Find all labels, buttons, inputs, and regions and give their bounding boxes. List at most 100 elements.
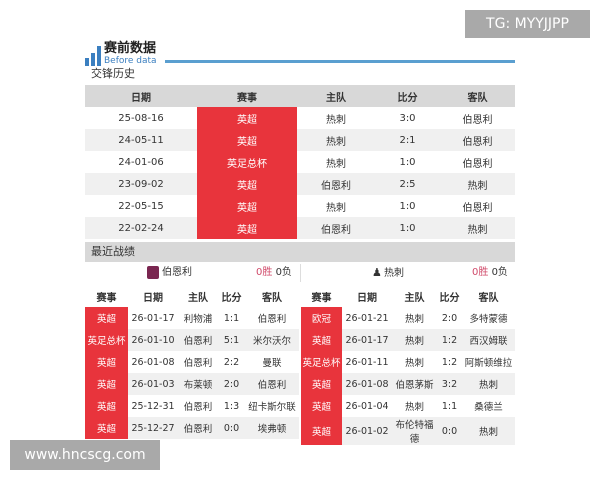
table-cell: 伯恩利 <box>462 202 493 214</box>
table-cell: 热刺 <box>440 217 515 239</box>
table-row: 22-05-15 英超 热刺 1:0 伯恩利 <box>85 195 515 217</box>
table-row: 24-05-11 英超 热刺 2:1 伯恩利 <box>85 129 515 151</box>
logo: 赛前数据 Before data <box>85 38 157 66</box>
table-row: 英超 26-01-17 热刺 1:2 西汉姆联 <box>301 329 515 351</box>
column-header: 赛事 <box>197 85 297 107</box>
table-cell: 1:0 <box>375 217 440 239</box>
table-cell: 23-09-02 <box>85 173 197 195</box>
table-cell: 热刺 <box>404 402 424 413</box>
competition-cell: 英超 <box>85 417 128 439</box>
column-header: 比分 <box>375 85 440 107</box>
table-cell: 伯恩茅斯 <box>392 373 437 395</box>
table-cell: 热刺 <box>326 158 346 170</box>
table-row: 25-08-16 英超 热刺 3:0 伯恩利 <box>85 107 515 129</box>
table-cell: 22-02-24 <box>85 217 197 239</box>
column-header: 赛事 <box>301 285 342 307</box>
column-header: 主队 <box>178 285 218 307</box>
table-cell: 米尔沃尔 <box>245 329 299 351</box>
table-cell: 26-01-17 <box>131 312 175 324</box>
table-row: 英足总杯 26-01-11 热刺 1:2 阿斯顿维拉 <box>301 351 515 373</box>
column-header: 日期 <box>85 85 197 107</box>
table-cell: 热刺 <box>440 173 515 195</box>
h2h-title: 交锋历史 <box>91 67 135 80</box>
table-row: 英超 26-01-02 布伦特福德 0:0 热刺 <box>301 417 515 445</box>
table-cell: 0:0 <box>437 417 462 445</box>
table-cell: 22-05-15 <box>118 200 164 212</box>
column-header: 赛事 <box>85 285 128 307</box>
table-cell: 纽卡斯尔联 <box>248 402 296 413</box>
table-cell: 25-08-16 <box>118 112 164 124</box>
column-header: 比分 <box>218 285 245 307</box>
table-cell: 26-01-11 <box>345 356 389 368</box>
left-team: 伯恩利 <box>147 262 192 284</box>
left-team-name: 伯恩利 <box>162 267 192 278</box>
competition-cell: 英超 <box>197 173 297 195</box>
competition-cell: 英超 <box>197 217 297 239</box>
table-cell: 伯恩利 <box>183 358 213 369</box>
table-cell: 2:2 <box>223 356 240 368</box>
table-cell: 1:0 <box>399 156 416 168</box>
table-cell: 1:0 <box>399 200 416 212</box>
table-cell: 伯恩利 <box>178 417 218 439</box>
table-cell: 曼联 <box>262 358 282 369</box>
pre-match-card: 赛前数据 Before data 交锋历史 日期 赛事 主队 比分 客队 25-08-16 英… <box>85 38 515 445</box>
table-row: 英超 26-01-08 伯恩利 2:2 曼联 <box>85 351 299 373</box>
table-cell: 阿斯顿维拉 <box>464 358 513 369</box>
competition-cell: 英足总杯 <box>85 329 128 351</box>
competition-cell: 英超 <box>301 329 342 351</box>
table-cell: 26-01-21 <box>345 312 389 324</box>
competition-cell: 英足总杯 <box>301 351 342 373</box>
table-row: 24-01-06 英足总杯 热刺 1:0 伯恩利 <box>85 151 515 173</box>
table-cell: 伯恩利 <box>297 217 375 239</box>
table-row: 23-09-02 英超 伯恩利 2:5 热刺 <box>85 173 515 195</box>
table-cell: 24-01-06 <box>118 156 164 168</box>
competition-cell: 英超 <box>197 107 297 129</box>
table-cell: 1:2 <box>441 356 458 368</box>
table-cell: 埃弗顿 <box>245 417 299 439</box>
table-row: 英超 25-12-31 伯恩利 1:3 纽卡斯尔联 <box>85 395 299 417</box>
competition-cell: 英足总杯 <box>197 151 297 173</box>
burnley-crest-icon <box>147 265 159 279</box>
table-cell: 伯恩利 <box>440 129 515 151</box>
table-cell: 伯恩利 <box>178 329 218 351</box>
competition-cell: 英超 <box>197 195 297 217</box>
table-cell: 26-01-08 <box>131 356 175 368</box>
table-cell: 5:1 <box>218 329 245 351</box>
table-row: 英超 26-01-03 布莱顿 2:0 伯恩利 <box>85 373 299 395</box>
column-header: 主队 <box>297 85 375 107</box>
table-cell: 热刺 <box>392 329 437 351</box>
column-header: 客队 <box>462 285 515 307</box>
table-row: 欧冠 26-01-21 热刺 2:0 多特蒙德 <box>301 307 515 329</box>
column-header: 日期 <box>128 285 178 307</box>
table-row: 22-02-24 英超 伯恩利 1:0 热刺 <box>85 217 515 239</box>
table-cell: 热刺 <box>404 358 424 369</box>
logo-subtitle: Before data <box>104 56 157 66</box>
table-row: 英超 26-01-08 伯恩茅斯 3:2 热刺 <box>301 373 515 395</box>
competition-cell: 英超 <box>85 307 128 329</box>
competition-cell: 欧冠 <box>301 307 342 329</box>
table-cell: 2:0 <box>218 373 245 395</box>
table-cell: 布莱顿 <box>178 373 218 395</box>
logo-title: 赛前数据 <box>104 41 157 56</box>
competition-cell: 英超 <box>85 351 128 373</box>
competition-cell: 英超 <box>85 395 128 417</box>
table-cell: 热刺 <box>462 373 515 395</box>
table-cell: 1:1 <box>441 400 458 412</box>
competition-cell: 英超 <box>301 373 342 395</box>
table-cell: 西汉姆联 <box>462 329 515 351</box>
h2h-table: 日期 赛事 主队 比分 客队 25-08-16 英超 热刺 3:0 伯恩利 24-05-11 英超 热刺… <box>85 85 515 239</box>
table-cell: 25-12-27 <box>128 417 178 439</box>
table-row: 英超 25-12-27 伯恩利 0:0 埃弗顿 <box>85 417 299 439</box>
table-cell: 布伦特福德 <box>392 417 437 445</box>
table-cell: 热刺 <box>326 114 346 126</box>
bar-chart-icon <box>85 46 101 66</box>
table-cell: 伯恩利 <box>257 314 287 325</box>
table-cell: 1:1 <box>223 312 240 324</box>
table-cell: 26-01-17 <box>342 329 392 351</box>
competition-cell: 英超 <box>301 417 342 445</box>
table-cell: 3:0 <box>399 112 416 124</box>
table-cell: 26-01-10 <box>128 329 178 351</box>
column-header: 日期 <box>342 285 392 307</box>
left-record: 0胜 0负 <box>256 267 292 278</box>
competition-cell: 英超 <box>301 395 342 417</box>
